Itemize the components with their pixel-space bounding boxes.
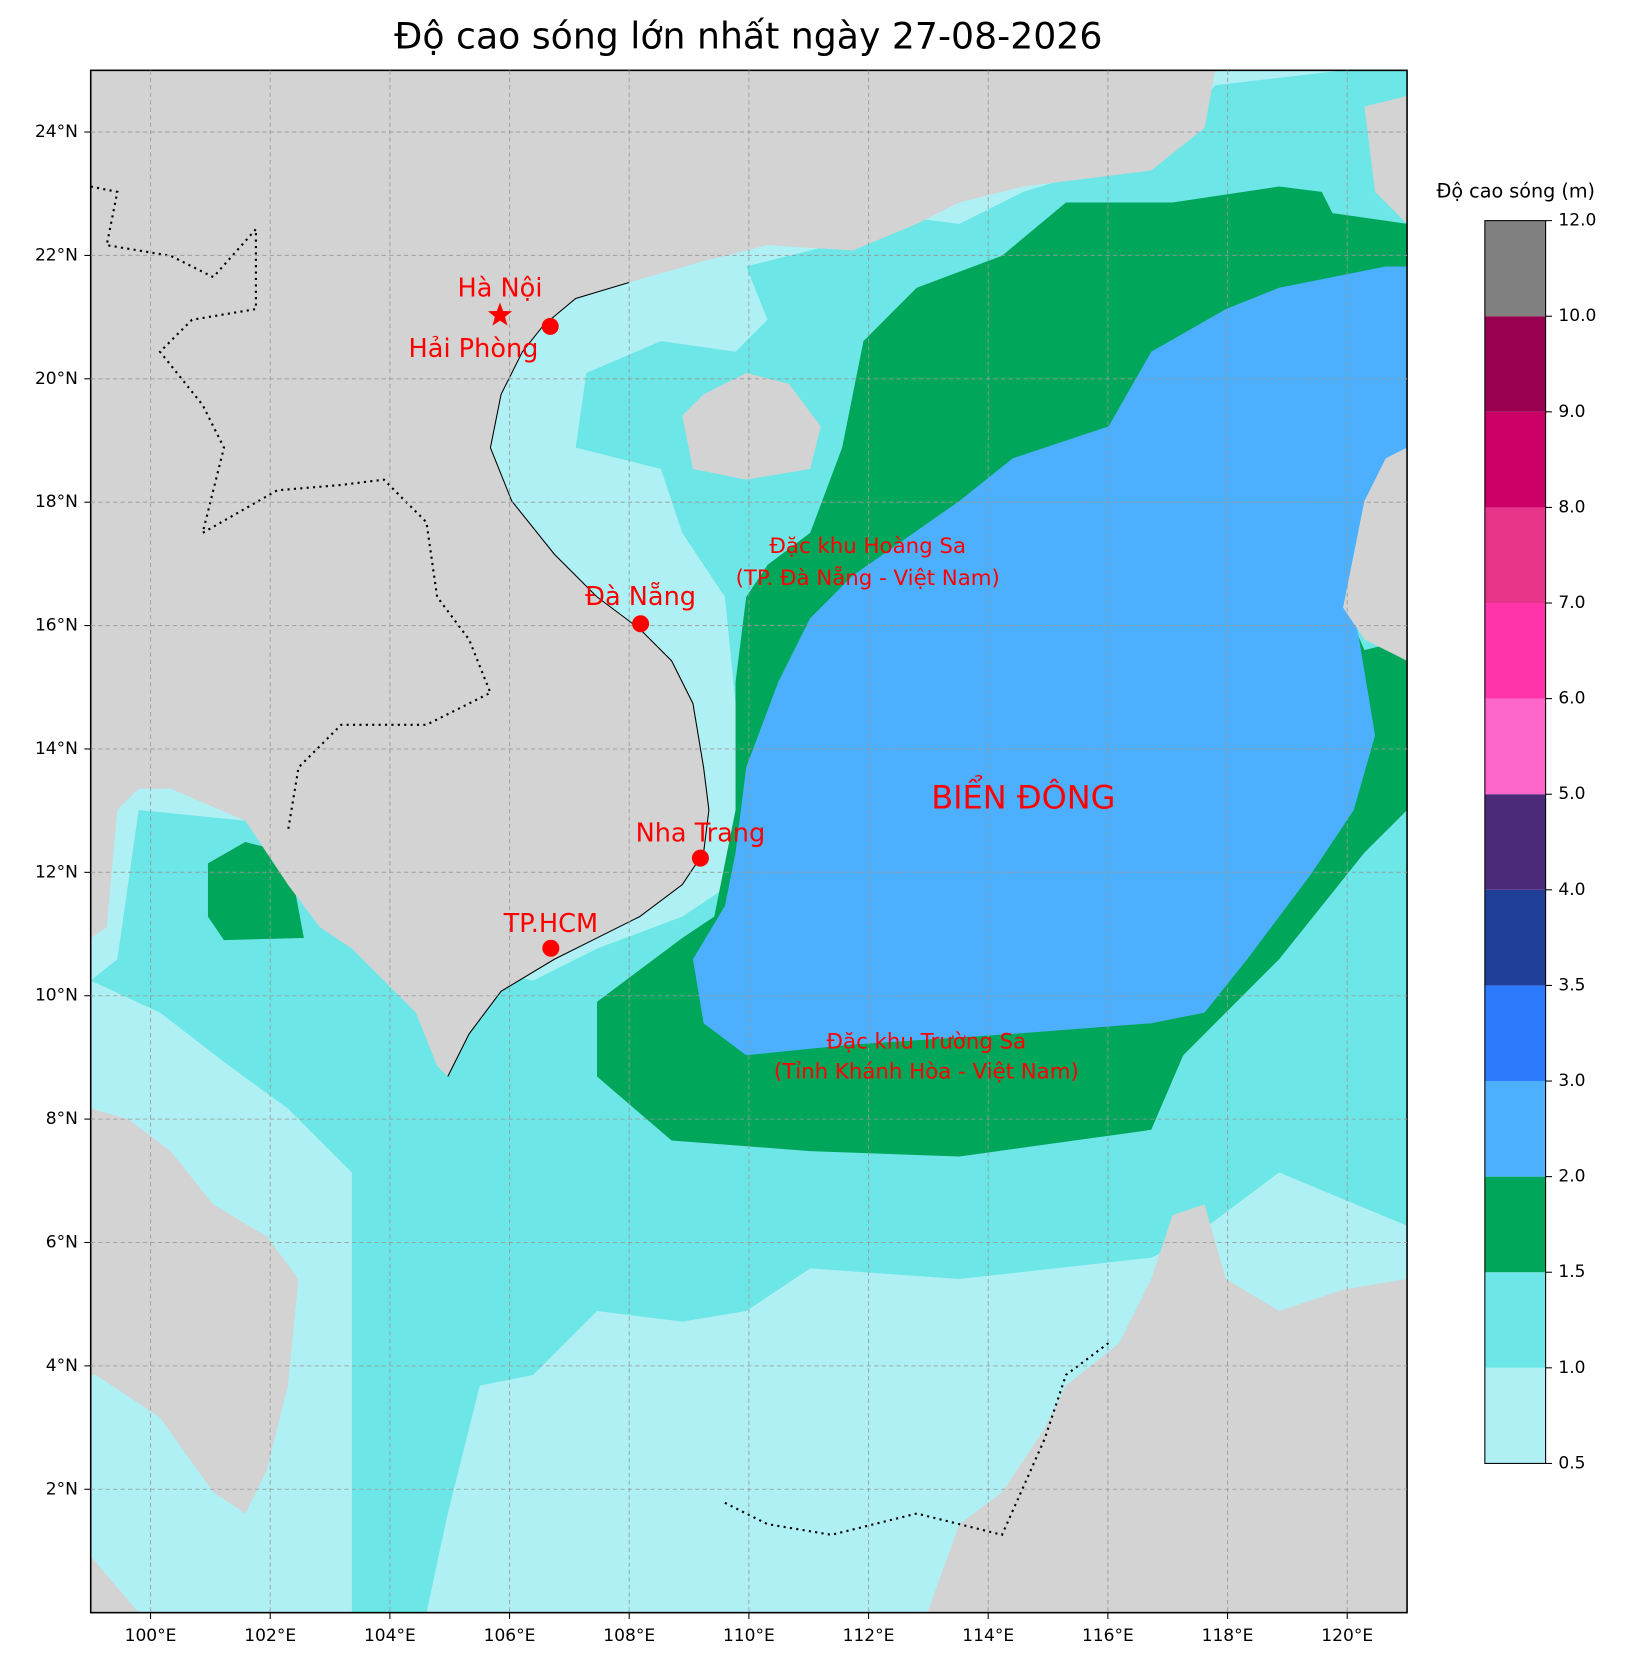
colorbar-tick-label: 6.0 [1558,689,1585,709]
colorbar-segment [1484,1272,1546,1368]
y-tick-label: 8°N [46,1109,78,1129]
x-tick-label: 110°E [723,1626,775,1646]
colorbar-tick-label: 7.0 [1558,593,1585,613]
colorbar-tick-label: 12.0 [1558,211,1596,231]
colorbar-tick-label: 3.5 [1558,975,1585,995]
y-tick-label: 20°N [35,369,78,389]
annotation: Đặc khu Hoàng Sa [769,534,966,559]
annotation: (Tỉnh Khánh Hòa - Việt Nam) [774,1059,1079,1084]
colorbar-tick-label: 3.0 [1558,1071,1585,1091]
y-tick-label: 10°N [35,986,78,1006]
y-tick-label: 24°N [35,122,78,142]
colorbar-segment [1484,1176,1546,1273]
colorbar-segment [1484,985,1546,1082]
x-tick-label: 118°E [1202,1626,1254,1646]
colorbar-segment [1484,316,1546,412]
colorbar-tick-label: 5.0 [1558,784,1585,804]
colorbar-tick-label: 9.0 [1558,402,1585,422]
colorbar-segment [1484,411,1546,508]
colorbar-tick-label: 1.0 [1558,1358,1585,1378]
colorbar-tick-label: 2.0 [1558,1167,1585,1187]
colorbar-segment [1484,603,1546,699]
colorbar-frame [1484,220,1547,1464]
x-tick-label: 116°E [1082,1626,1134,1646]
colorbar-segment [1484,889,1546,986]
annotation: Đặc khu Trường Sa [827,1029,1027,1054]
colorbar-tick-label: 8.0 [1558,497,1585,517]
annotation: BIỂN ĐÔNG [931,774,1115,816]
colorbar-tick-label: 1.5 [1558,1262,1585,1282]
y-tick-label: 22°N [35,245,78,265]
city-label: Hải Phòng [409,334,539,364]
y-tick-label: 16°N [35,616,78,636]
map-title: Độ cao sóng lớn nhất ngày 27-08-2026 [394,14,1102,57]
x-tick-label: 112°E [843,1626,895,1646]
colorbar-segment [1484,1081,1546,1177]
colorbar-segment [1484,1367,1546,1464]
city-marker [541,317,559,335]
city-marker [542,939,560,957]
colorbar-segment [1484,507,1546,604]
land [90,70,1408,1613]
city-marker [487,302,513,326]
y-tick-label: 18°N [35,492,78,512]
city-marker [632,615,650,633]
border [724,1342,1110,1537]
colorbar-tick-label: 0.5 [1558,1453,1585,1473]
colorbar-tick-label: 4.0 [1558,880,1585,900]
x-tick-label: 114°E [962,1626,1014,1646]
x-tick-label: 120°E [1321,1626,1373,1646]
y-tick-label: 12°N [35,862,78,882]
x-tick-label: 102°E [244,1626,296,1646]
x-tick-label: 106°E [484,1626,536,1646]
colorbar-segment [1484,794,1546,890]
colorbar-label: Độ cao sóng (m) [1436,179,1595,202]
x-tick-label: 104°E [364,1626,416,1646]
y-tick-label: 4°N [46,1356,78,1376]
city-label: Hà Nội [458,274,543,304]
y-tick-label: 14°N [35,739,78,759]
colorbar-tick-label: 10.0 [1558,306,1596,326]
city-label: Nha Trang [636,819,766,849]
x-tick-label: 100°E [125,1626,177,1646]
annotation: (TP. Đà Nẵng - Việt Nam) [736,565,1000,591]
city-label: TP.HCM [503,909,598,939]
colorbar-segment [1484,220,1546,317]
colorbar-segment [1484,698,1546,795]
sea-very-high [692,266,1408,1056]
y-tick-label: 6°N [46,1232,78,1252]
x-tick-label: 108°E [603,1626,655,1646]
coastline [447,281,710,1077]
y-tick-label: 2°N [46,1479,78,1499]
city-label: Đà Nẵng [585,582,696,612]
city-marker [691,849,709,867]
